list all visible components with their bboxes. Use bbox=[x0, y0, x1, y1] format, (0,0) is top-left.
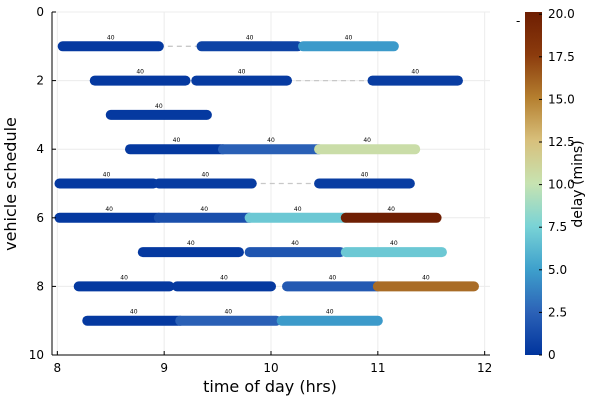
y-tick-label: 10 bbox=[29, 348, 44, 362]
x-tick-label: 11 bbox=[370, 361, 385, 375]
segment-label: 40 bbox=[107, 34, 115, 41]
segment-label: 40 bbox=[103, 172, 111, 179]
segment-label: 40 bbox=[220, 274, 228, 281]
segment-label: 40 bbox=[345, 34, 353, 41]
segment-label: 40 bbox=[294, 206, 302, 213]
segment-label: 40 bbox=[187, 240, 195, 247]
axis-ticks: 8 9 10 11 12 0 2 4 6 8 10 bbox=[29, 5, 493, 375]
x-axis-label: time of day (hrs) bbox=[203, 377, 337, 396]
segment-label: 40 bbox=[130, 309, 138, 316]
segment-label: 40 bbox=[120, 274, 128, 281]
colorbar-tick-label: 5.0 bbox=[548, 263, 567, 277]
segment-label: 40 bbox=[363, 137, 371, 144]
colorbar-tick-label: 15.0 bbox=[548, 92, 575, 106]
schedule-bars: 40 40 40 40 40 40 40 40 40 40 40 40 40 40 40 40 40 40 40 40… bbox=[54, 34, 479, 326]
segment-label: 40 bbox=[267, 137, 275, 144]
segment-label: 40 bbox=[326, 309, 334, 316]
y-axis-label: vehicle schedule bbox=[1, 117, 20, 251]
y-tick-label: 8 bbox=[36, 279, 44, 293]
colorbar-tick-label: 7.5 bbox=[548, 220, 567, 234]
x-tick-label: 9 bbox=[160, 361, 168, 375]
colorbar-tick-label: 17.5 bbox=[548, 50, 575, 64]
colorbar-tick-label: 2.5 bbox=[548, 305, 567, 319]
segment-label: 40 bbox=[155, 103, 163, 110]
gap-lines bbox=[158, 45, 373, 185]
colorbar-tick-label: 20.0 bbox=[548, 7, 575, 21]
segment-label: 40 bbox=[387, 206, 395, 213]
x-tick-label: 8 bbox=[54, 361, 62, 375]
colorbar-label: delay (mins) bbox=[570, 140, 586, 227]
segment-label: 40 bbox=[329, 274, 337, 281]
x-tick-label: 10 bbox=[263, 361, 278, 375]
colorbar-tick-label: 0 bbox=[548, 348, 556, 362]
colorbar-gradient bbox=[525, 12, 542, 355]
segment-label: 40 bbox=[238, 69, 246, 76]
segment-label: 40 bbox=[291, 240, 299, 247]
segment-label: 40 bbox=[201, 172, 209, 179]
y-tick-label: 4 bbox=[36, 142, 44, 156]
colorbar-tick-label: 10.0 bbox=[548, 178, 575, 192]
y-tick-label: 0 bbox=[36, 5, 44, 19]
colorbar-tick-label: 12.5 bbox=[548, 135, 575, 149]
segment-label: 40 bbox=[105, 206, 113, 213]
segment-label: 40 bbox=[136, 69, 144, 76]
y-tick-label: 2 bbox=[36, 74, 44, 88]
colorbar: 0 2.5 5.0 7.5 10.0 12.5 15.0 17.5 20.0 bbox=[525, 7, 575, 362]
segment-label: 40 bbox=[246, 34, 254, 41]
segment-label: 40 bbox=[200, 206, 208, 213]
segment-label: 40 bbox=[173, 137, 181, 144]
segment-label: 40 bbox=[361, 172, 369, 179]
legend-marker: - bbox=[516, 14, 520, 28]
y-tick-label: 6 bbox=[36, 211, 44, 225]
segment-label: 40 bbox=[411, 69, 419, 76]
x-tick-label: 12 bbox=[477, 361, 492, 375]
segment-label: 40 bbox=[422, 274, 430, 281]
segment-label: 40 bbox=[224, 309, 232, 316]
segment-label: 40 bbox=[390, 240, 398, 247]
